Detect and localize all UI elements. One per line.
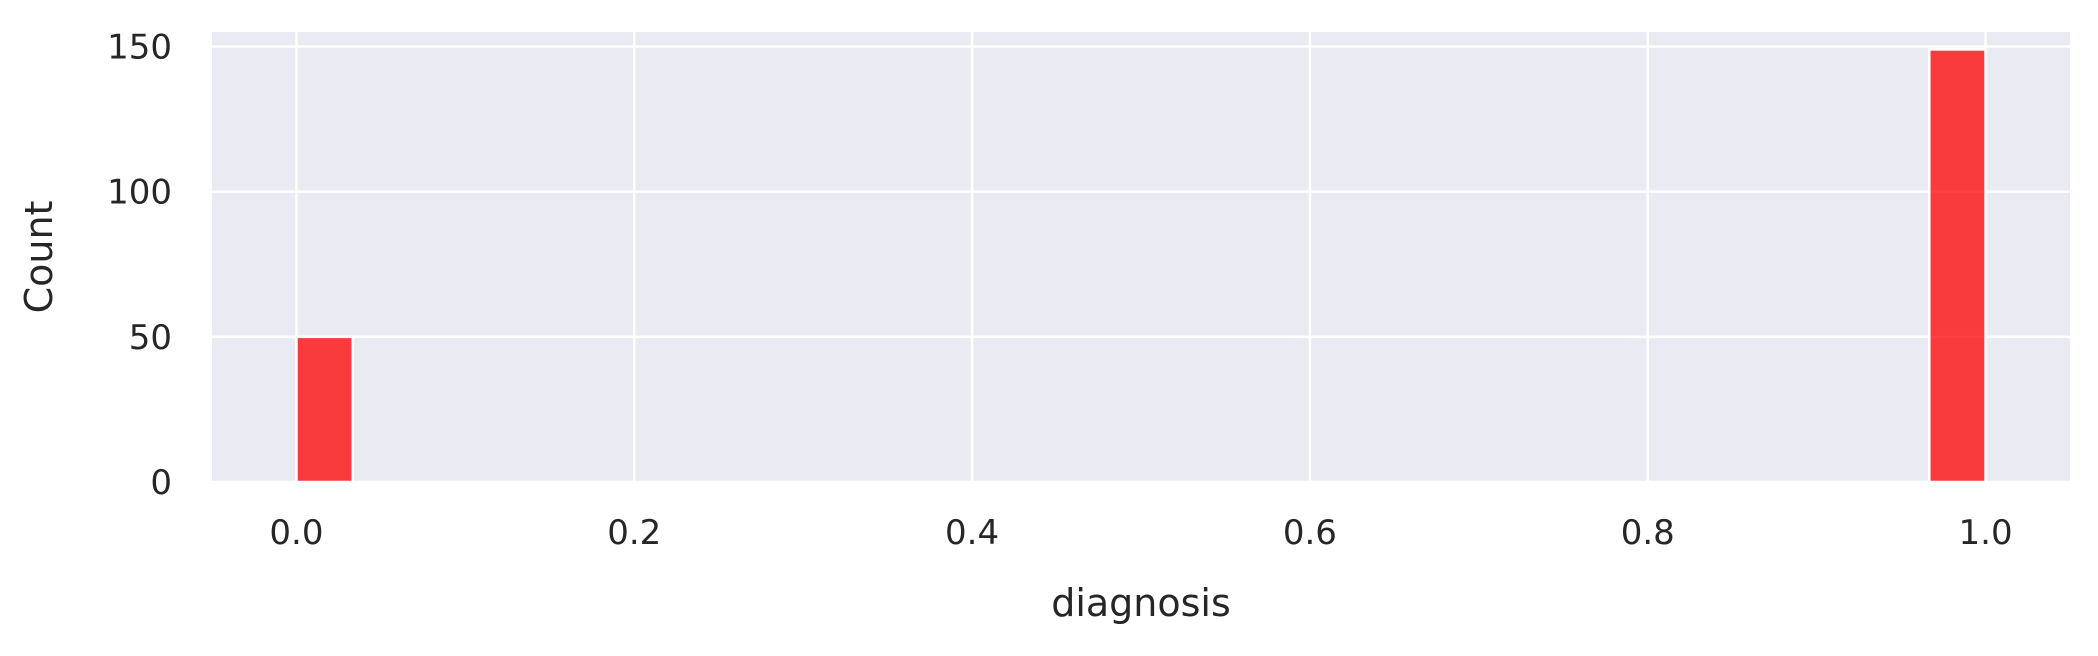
x-tick-label: 0.8 <box>1621 513 1675 553</box>
x-axis-label: diagnosis <box>1051 581 1231 625</box>
y-tick-label: 150 <box>107 28 172 68</box>
x-tick-label: 1.0 <box>1959 513 2013 553</box>
bars <box>295 48 1987 484</box>
histogram-bar <box>295 335 354 484</box>
x-tick-label: 0.2 <box>607 513 661 553</box>
x-tick-label: 0.4 <box>945 513 999 553</box>
histogram-bar <box>1928 48 1987 484</box>
y-tick-label: 100 <box>107 173 172 213</box>
x-tick-label: 0.0 <box>269 513 323 553</box>
y-tick-label: 0 <box>150 463 172 503</box>
plot-area <box>212 32 2070 482</box>
x-tick-label: 0.6 <box>1283 513 1337 553</box>
tick-labels: 0.0 0.2 0.4 0.6 0.8 1.0 0 50 100 150 <box>107 28 2012 553</box>
y-tick-label: 50 <box>129 318 172 358</box>
y-axis-label: Count <box>17 201 61 314</box>
